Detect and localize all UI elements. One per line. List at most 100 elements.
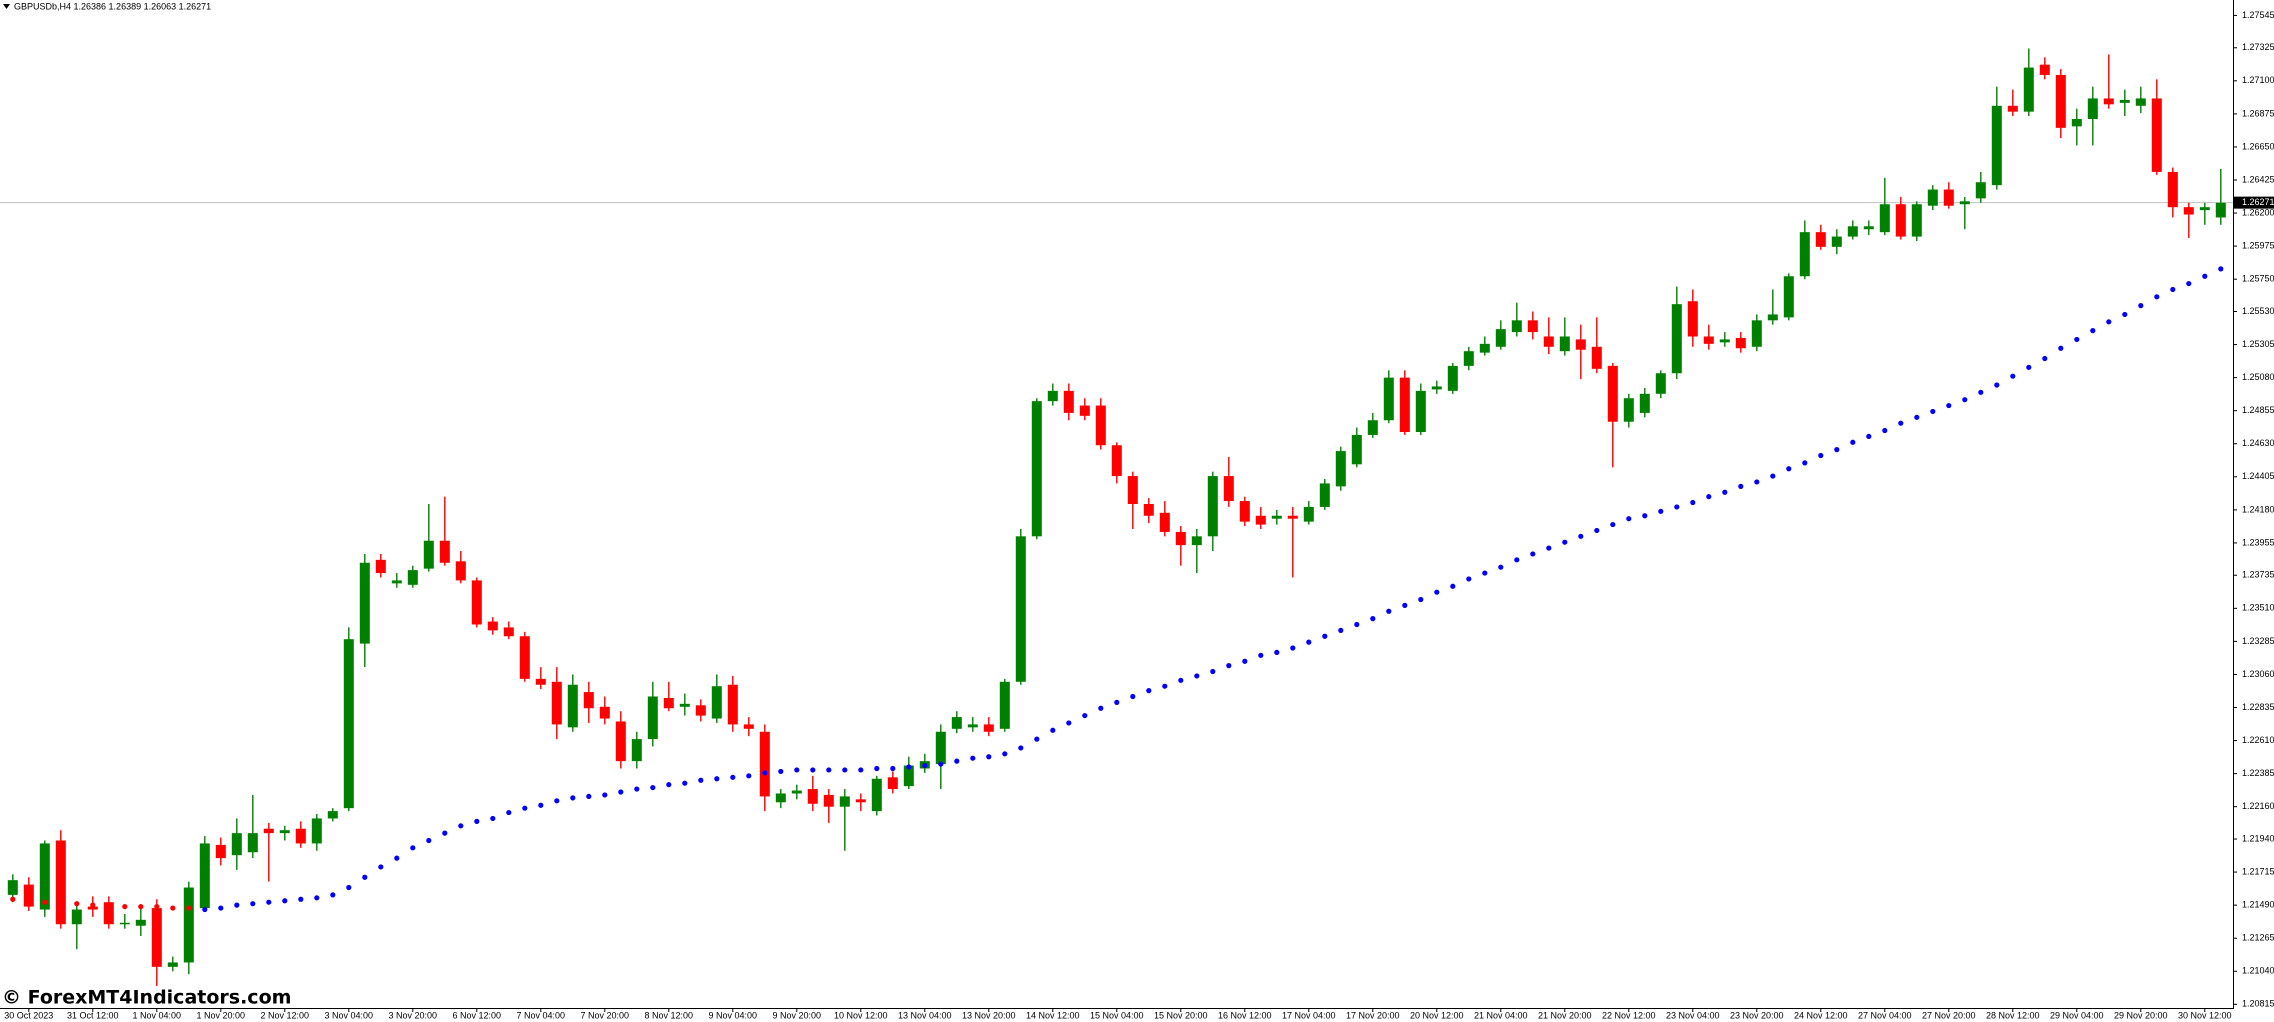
indicator-dot bbox=[1562, 539, 1568, 545]
indicator-dot bbox=[1738, 483, 1744, 489]
candle-body bbox=[1527, 320, 1538, 333]
indicator-dot bbox=[458, 823, 464, 829]
candle-body bbox=[1383, 377, 1394, 421]
x-tick-label: 17 Nov 20:00 bbox=[1346, 1010, 1400, 1020]
x-tick-label: 22 Nov 12:00 bbox=[1602, 1010, 1656, 1020]
x-tick-label: 21 Nov 04:00 bbox=[1474, 1010, 1528, 1020]
candle-body bbox=[1095, 405, 1106, 446]
candle-body bbox=[1799, 232, 1810, 277]
indicator-dot bbox=[970, 755, 976, 761]
candle-body bbox=[359, 562, 370, 644]
candle-body bbox=[2167, 171, 2178, 208]
indicator-dot bbox=[1946, 402, 1952, 409]
current-price-label-bg bbox=[2234, 196, 2274, 209]
indicator-dot bbox=[1898, 420, 1904, 426]
candle-body bbox=[1047, 390, 1058, 402]
y-tick-label: 1.26650 bbox=[2242, 141, 2274, 151]
indicator-dot bbox=[1722, 489, 1728, 495]
y-tick-label: 1.26200 bbox=[2242, 207, 2274, 217]
y-tick-label: 1.25305 bbox=[2242, 339, 2274, 349]
candle-body bbox=[583, 692, 594, 709]
x-tick-label: 31 Oct 12:00 bbox=[67, 1010, 119, 1020]
candle-body bbox=[1063, 390, 1074, 413]
candle-body bbox=[1127, 476, 1138, 504]
symbol-menu-arrow[interactable] bbox=[3, 4, 10, 9]
indicator-dot bbox=[1434, 589, 1440, 595]
y-tick-label: 1.21940 bbox=[2242, 833, 2274, 843]
indicator-dot bbox=[1002, 751, 1008, 757]
candle-body bbox=[1511, 320, 1522, 333]
indicator-dot bbox=[1370, 616, 1376, 622]
x-tick-label: 16 Nov 12:00 bbox=[1218, 1010, 1272, 1020]
candle-body bbox=[807, 789, 818, 804]
indicator-dot bbox=[2202, 273, 2208, 279]
x-tick-label: 21 Nov 20:00 bbox=[1538, 1010, 1592, 1020]
candle-body bbox=[423, 540, 434, 569]
indicator-dot bbox=[1306, 639, 1312, 645]
y-tick-label: 1.26875 bbox=[2242, 108, 2274, 118]
candle-body bbox=[1223, 476, 1234, 502]
indicator-dot bbox=[2154, 294, 2160, 300]
indicator-dot bbox=[2106, 319, 2112, 325]
candle-body bbox=[2151, 98, 2162, 172]
indicator-dot bbox=[1770, 473, 1776, 479]
indicator-dot bbox=[170, 905, 176, 911]
indicator-dot bbox=[618, 789, 624, 795]
candle-body bbox=[263, 828, 274, 834]
candle-body bbox=[343, 639, 354, 809]
y-tick-label: 1.25750 bbox=[2242, 274, 2274, 284]
indicator-dot bbox=[1450, 583, 1456, 589]
indicator-dot bbox=[2138, 303, 2144, 309]
indicator-dot bbox=[794, 767, 800, 773]
indicator-dot bbox=[314, 895, 320, 901]
indicator-dot bbox=[1146, 688, 1152, 694]
candle-body bbox=[679, 703, 690, 707]
y-tick-label: 1.25080 bbox=[2242, 372, 2274, 382]
candle-body bbox=[279, 830, 290, 834]
candle-body bbox=[2055, 74, 2066, 128]
indicator-dot bbox=[858, 767, 864, 773]
candle-body bbox=[103, 902, 114, 925]
y-tick-label: 1.22160 bbox=[2242, 801, 2274, 811]
candle-body bbox=[647, 696, 658, 740]
candle-body bbox=[887, 777, 898, 790]
candle-body bbox=[2215, 202, 2226, 218]
candle-body bbox=[1975, 182, 1986, 199]
x-tick-label: 6 Nov 12:00 bbox=[453, 1010, 502, 1020]
candle-body bbox=[775, 793, 786, 803]
indicator-dot bbox=[954, 758, 960, 764]
indicator-dot bbox=[682, 780, 688, 786]
candle-body bbox=[791, 790, 802, 794]
candle-body bbox=[935, 731, 946, 765]
indicator-dot bbox=[2122, 311, 2128, 318]
candle-body bbox=[2103, 98, 2114, 105]
candle-body bbox=[1607, 365, 1618, 422]
indicator-dot bbox=[410, 845, 416, 851]
candle-body bbox=[1703, 336, 1714, 344]
indicator-dot bbox=[378, 864, 384, 870]
indicator-dot bbox=[1418, 596, 1424, 603]
candle-body bbox=[183, 887, 194, 963]
candle-body bbox=[695, 705, 706, 716]
indicator-dot bbox=[1194, 673, 1200, 679]
indicator-dot bbox=[1530, 551, 1536, 557]
candle-body bbox=[87, 906, 98, 910]
candle-body bbox=[151, 908, 162, 967]
indicator-dot bbox=[490, 815, 496, 822]
indicator-dot bbox=[1290, 645, 1296, 651]
candle-body bbox=[1495, 329, 1506, 347]
candle-body bbox=[487, 621, 498, 631]
indicator-dot bbox=[1674, 504, 1680, 510]
candle-body bbox=[167, 962, 178, 967]
candle-body bbox=[1287, 515, 1298, 519]
indicator-dot bbox=[1498, 564, 1504, 570]
y-tick-label: 1.23510 bbox=[2242, 603, 2274, 613]
candle-body bbox=[1159, 512, 1170, 532]
x-tick-label: 29 Nov 04:00 bbox=[2050, 1010, 2104, 1020]
indicator-dot bbox=[1098, 705, 1104, 711]
candle-body bbox=[1687, 301, 1698, 337]
candle-body bbox=[727, 684, 738, 725]
candle-body bbox=[631, 739, 642, 762]
y-tick-label: 1.21040 bbox=[2242, 966, 2274, 976]
